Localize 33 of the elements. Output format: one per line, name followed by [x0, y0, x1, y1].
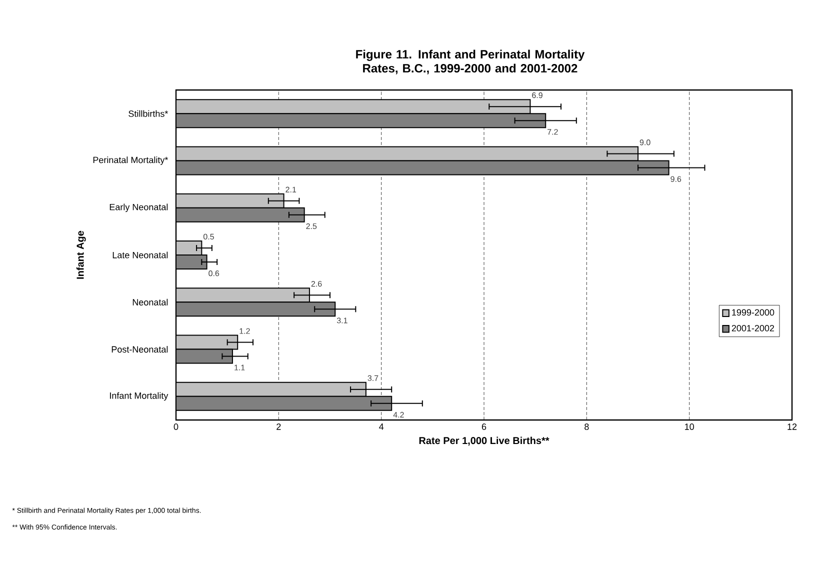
legend-label: 2001-2002: [732, 324, 774, 332]
data-label: 2.5: [306, 223, 317, 230]
data-label: 6.9: [532, 92, 542, 98]
data-label: 1.1: [234, 364, 245, 370]
chart-title: Figure 11. Infant and Perinatal Mortality Rates, B.C., 1999-2000 and 2001-2002: [356, 50, 585, 74]
x-tick-label: 2: [276, 424, 281, 430]
y-tick-label: Neonatal: [132, 298, 168, 306]
x-tick-label: 6: [482, 424, 486, 430]
data-label: 9.6: [670, 176, 682, 182]
data-label: 1.2: [240, 328, 250, 334]
y-axis-title: Infant Age: [76, 230, 86, 279]
data-label: 0.5: [203, 234, 214, 240]
x-tick-label: 0: [174, 424, 178, 430]
y-tick-label: Post-Neonatal: [112, 346, 168, 353]
data-label: 9.0: [640, 140, 650, 146]
data-label: 2.6: [311, 280, 322, 287]
x-tick-label: 12: [788, 424, 797, 430]
x-tick-label: 8: [584, 424, 589, 430]
x-tick-label: 4: [379, 424, 384, 430]
data-label: 4.2: [393, 412, 404, 418]
y-tick-label: Late Neonatal: [112, 252, 168, 258]
y-tick-label: Early Neonatal: [110, 204, 168, 212]
data-label: 3.7: [368, 375, 378, 381]
legend-label: 1999-2000: [732, 309, 774, 316]
data-label: 2.1: [286, 186, 296, 192]
data-label: 3.1: [336, 318, 348, 324]
x-tick-label: 10: [685, 424, 694, 430]
y-tick-label: Stillbirths*: [128, 110, 168, 117]
data-label: 0.6: [208, 270, 220, 276]
x-axis-title: Rate Per 1,000 Live Births**: [419, 436, 550, 446]
y-tick-label: Infant Mortality: [110, 392, 168, 401]
data-label: 7.2: [548, 129, 558, 135]
y-tick-label: Perinatal Mortality*: [93, 156, 168, 165]
